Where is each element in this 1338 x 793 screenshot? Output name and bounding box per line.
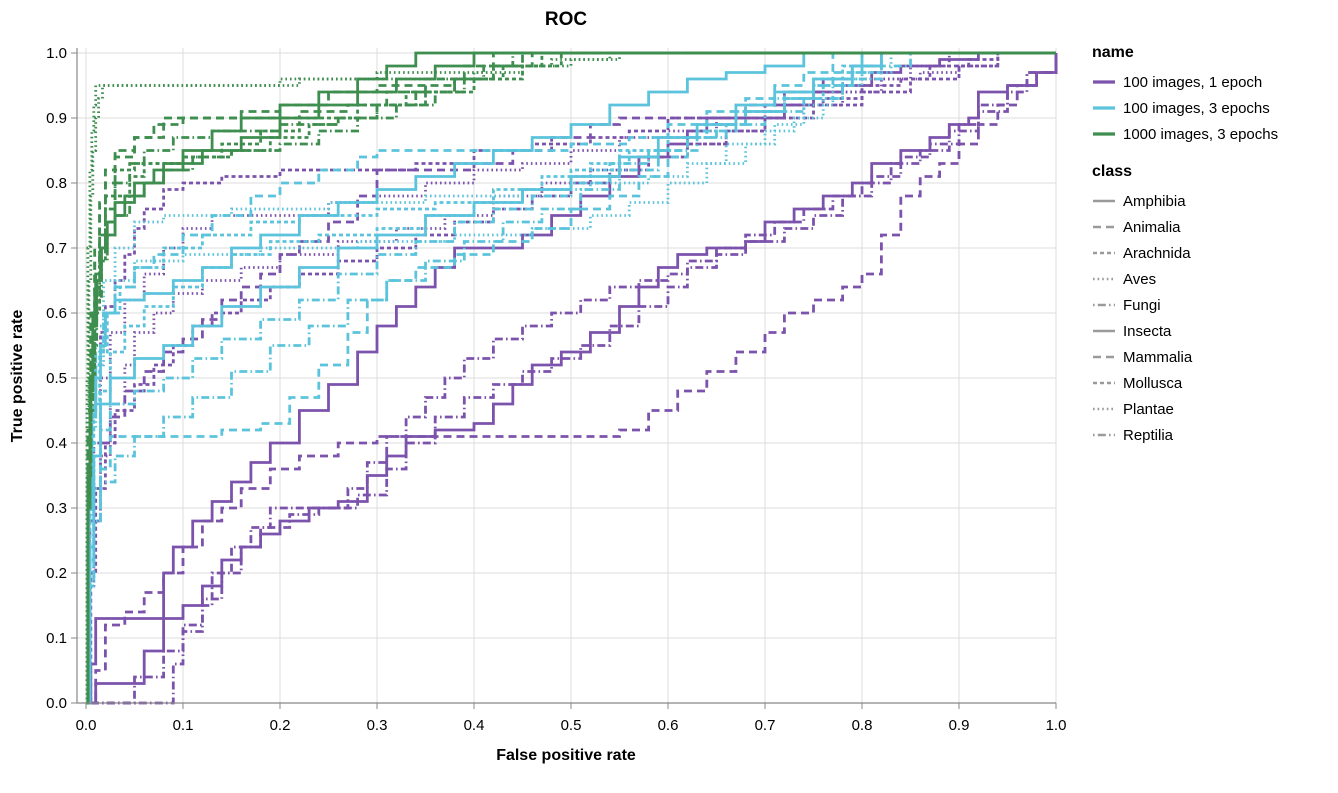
x-tick-label: 0.6 [658,717,679,734]
curve-100-images-3-epochs-insecta [86,51,1056,705]
x-tick-label: 0.3 [367,717,388,734]
legend-swatch-line-icon [1093,355,1115,359]
legend-entry-fungi-label: Fungi [1123,296,1161,314]
y-tick-label: 0.3 [46,500,67,517]
legend-entry-aves: Aves [1092,266,1338,292]
y-tick-label: 0.8 [46,175,67,192]
curve-1000-images-3-epochs-reptilia [86,51,1056,705]
legend-entry-reptilia-label: Reptilia [1123,426,1174,444]
legend-class-entries: Amphibia Animalia Arachnida Aves Fungi Insect… [1092,188,1338,448]
legend-swatch-line-icon [1093,329,1115,333]
legend-entry-100-images-3-epochs: 100 images, 3 epochs [1092,95,1338,121]
curve-100-images-3-epochs-amphibia [86,51,1056,705]
legend-entry-plantae: Plantae [1092,396,1338,422]
y-tick-label: 0.1 [46,630,67,647]
y-tick-label: 0.4 [46,435,67,452]
x-axis-title: False positive rate [496,747,636,764]
legend-entry-100-images-3-epochs-label: 100 images, 3 epochs [1123,99,1270,117]
legend-entry-animalia-label: Animalia [1123,218,1181,236]
roc-curves [85,51,1058,705]
x-tick-label: 1.0 [1046,717,1067,734]
y-tick-label: 0.5 [46,370,67,387]
legend-entry-amphibia-label: Amphibia [1123,192,1186,210]
legend-swatch-line-icon [1093,381,1115,385]
legend-swatch-line-icon [1093,199,1115,203]
legend-entry-insecta-label: Insecta [1123,322,1172,340]
legend-swatch-line-icon [1093,80,1115,84]
legend-entry-fungi: Fungi [1092,292,1338,318]
legend-swatch-line-icon [1093,106,1115,110]
legend-name-entries: 100 images, 1 epoch 100 images, 3 epochs 1… [1092,69,1338,147]
legend-swatch-line-icon [1093,132,1115,136]
curve-1000-images-3-epochs-fungi [86,51,1056,705]
x-tick-label: 0.1 [173,717,194,734]
curve-100-images-3-epochs-plantae [86,51,1056,705]
legend-swatch-line-icon [1093,251,1115,255]
x-tick-label: 0.0 [76,717,97,734]
legend-swatch-line-icon [1093,225,1115,229]
y-tick-label: 0.2 [46,565,67,582]
legend-entry-insecta: Insecta [1092,318,1338,344]
y-tick-label: 0.6 [46,305,67,322]
gridlines [77,48,1057,704]
legend-swatch-line-icon [1093,277,1115,281]
curve-100-images-1-epoch-animalia [86,53,1058,705]
x-tick-label: 0.2 [270,717,291,734]
x-tick-label: 0.5 [561,717,582,734]
curve-1000-images-3-epochs-plantae [85,51,1056,705]
legend-entry-1000-images-3-epochs: 1000 images, 3 epochs [1092,121,1338,147]
y-axis-title: True positive rate [9,310,26,443]
x-tick-label: 0.4 [464,717,485,734]
curve-1000-images-3-epochs-aves [85,51,1056,705]
legend: name 100 images, 1 epoch 100 images, 3 ep… [1092,44,1338,464]
axis-domain [76,48,1056,704]
legend-name-title: name [1092,44,1134,61]
legend-class-block: class Amphibia Animalia Arachnida Aves Fungi… [1092,163,1338,448]
legend-entry-100-images-1-epoch-label: 100 images, 1 epoch [1123,73,1263,91]
legend-entry-plantae-label: Plantae [1123,400,1174,418]
y-tick-label: 0.9 [46,110,67,127]
legend-entry-animalia: Animalia [1092,214,1338,240]
x-tick-label: 0.9 [949,717,970,734]
legend-entry-mammalia-label: Mammalia [1123,348,1193,366]
legend-entry-mammalia: Mammalia [1092,344,1338,370]
legend-swatch-line-icon [1093,433,1115,437]
x-tick-label: 0.8 [852,717,873,734]
curve-100-images-3-epochs-mammalia [86,51,1056,705]
legend-entry-arachnida: Arachnida [1092,240,1338,266]
legend-entry-amphibia: Amphibia [1092,188,1338,214]
curve-1000-images-3-epochs-mammalia [86,51,1056,705]
curve-100-images-1-epoch-fungi [86,53,1058,705]
chart-title: ROC [545,9,588,30]
legend-entry-aves-label: Aves [1123,270,1157,288]
legend-entry-mollusca-label: Mollusca [1123,374,1183,392]
legend-swatch-line-icon [1093,407,1115,411]
legend-entry-mollusca: Mollusca [1092,370,1338,396]
legend-entry-reptilia: Reptilia [1092,422,1338,448]
legend-entry-arachnida-label: Arachnida [1123,244,1191,262]
x-tick-label: 0.7 [755,717,776,734]
y-tick-label: 0.7 [46,240,67,257]
axes: 0.0 0.1 0.2 0.3 0.4 0.5 0.6 0.7 0.8 0.9 1.0 0.0 0.1 0… [46,45,1066,734]
curve-100-images-1-epoch-reptilia [86,53,1058,705]
legend-entry-100-images-1-epoch: 100 images, 1 epoch [1092,69,1338,95]
y-tick-label: 1.0 [46,45,67,62]
curve-1000-images-3-epochs-insecta [86,51,1056,705]
legend-swatch-line-icon [1093,303,1115,307]
legend-entry-1000-images-3-epochs-label: 1000 images, 3 epochs [1123,125,1279,143]
legend-class-title: class [1092,163,1133,180]
y-tick-label: 0.0 [46,695,67,712]
legend-name-block: name 100 images, 1 epoch 100 images, 3 ep… [1092,44,1338,147]
